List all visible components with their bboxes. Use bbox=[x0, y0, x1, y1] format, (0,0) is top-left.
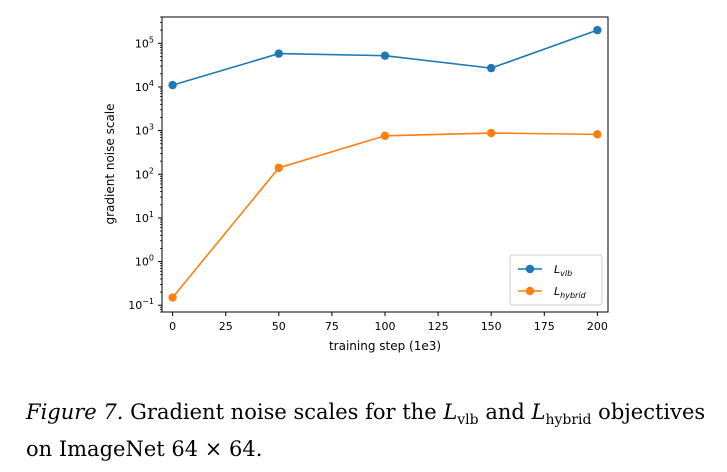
data-point-hybrid bbox=[168, 293, 177, 302]
y-tick-label: 105 bbox=[135, 35, 154, 50]
y-axis: 10−1 100 101 102 103 104 105 bbox=[128, 16, 162, 313]
y-tick-label: 102 bbox=[135, 166, 154, 181]
legend-marker-vlb bbox=[525, 264, 535, 274]
x-tick-label: 100 bbox=[375, 320, 396, 333]
x-tick-label: 175 bbox=[534, 320, 555, 333]
chart: 0 25 50 75 100 125 150 175 200 10−11001011021031… bbox=[103, 16, 609, 353]
legend-marker-hybrid bbox=[525, 286, 535, 296]
x-tick-label: 50 bbox=[272, 320, 286, 333]
y-tick-label: 10−1 bbox=[128, 297, 154, 312]
data-point-vlb bbox=[486, 63, 496, 73]
caption-text-1: Gradient noise scales for the bbox=[130, 400, 437, 424]
caption-text-2: and bbox=[485, 400, 525, 424]
data-point-vlb bbox=[274, 49, 284, 58]
x-axis: 0 25 50 75 100 125 150 175 200 bbox=[169, 312, 608, 333]
caption-figure-label: Figure 7. bbox=[26, 400, 124, 424]
x-tick-label: 150 bbox=[481, 320, 502, 333]
x-axis-label: training step (1e3) bbox=[329, 339, 441, 353]
series-layer bbox=[168, 25, 602, 302]
caption-term-1: L bbox=[443, 400, 458, 424]
x-tick-label: 125 bbox=[428, 320, 449, 333]
caption-text-3: objectives on ImageNet 64 × 64. bbox=[26, 400, 706, 462]
data-point-hybrid bbox=[380, 131, 390, 141]
caption-term-2: L bbox=[531, 400, 546, 424]
x-tick-label: 200 bbox=[587, 320, 608, 333]
caption-term-1-sub: vlb bbox=[457, 412, 479, 429]
data-point-vlb bbox=[168, 80, 177, 90]
x-tick-label: 0 bbox=[169, 320, 176, 333]
y-tick-label: 101 bbox=[135, 210, 154, 225]
caption-term-2-sub: hybrid bbox=[545, 412, 592, 429]
legend-label-vlb: Lvlb bbox=[554, 263, 572, 278]
data-point-vlb bbox=[380, 51, 390, 60]
legend-items: Lvlb Lhybrid bbox=[518, 263, 587, 300]
data-point-vlb bbox=[593, 25, 602, 35]
legend-label-hybrid: Lhybrid bbox=[554, 285, 587, 300]
y-tick-label: 100 bbox=[135, 254, 154, 269]
data-point-hybrid bbox=[593, 130, 602, 139]
figure-caption: Figure 7. Gradient noise scales for the … bbox=[26, 398, 716, 464]
data-point-hybrid bbox=[486, 128, 496, 138]
legend: Lvlb Lhybrid bbox=[509, 254, 603, 306]
y-tick-label: 103 bbox=[135, 123, 154, 138]
y-tick-label: 104 bbox=[135, 79, 154, 94]
y-axis-label: gradient noise scale bbox=[103, 103, 117, 224]
x-tick-label: 25 bbox=[219, 320, 233, 333]
x-tick-label: 75 bbox=[325, 320, 339, 333]
data-point-hybrid bbox=[274, 163, 284, 173]
